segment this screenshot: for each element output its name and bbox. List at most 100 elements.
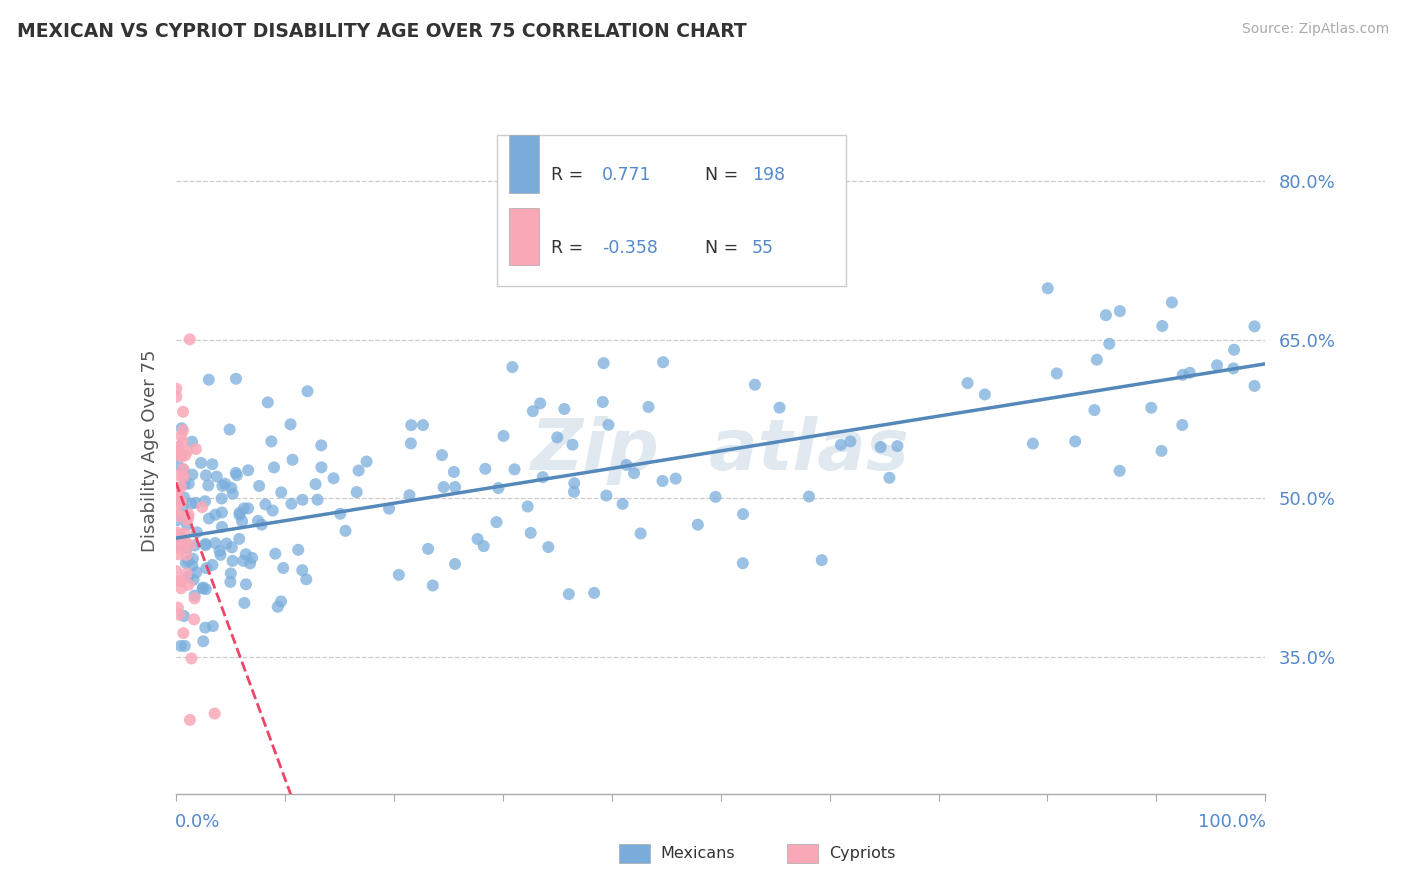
Point: [225, 372, 247, 386]
Point: [553, 401, 575, 416]
Point: [561, 438, 583, 452]
Point: [304, 477, 326, 491]
Point: [176, 444, 198, 458]
Point: [1152, 318, 1174, 333]
Point: [240, 550, 263, 565]
Point: [492, 429, 515, 443]
Point: [1150, 444, 1173, 458]
Point: [270, 594, 292, 608]
Point: [172, 539, 194, 553]
Point: [180, 651, 202, 665]
Point: [1083, 403, 1105, 417]
Point: [169, 639, 191, 653]
Point: [225, 466, 247, 480]
Point: [170, 540, 193, 554]
Text: N =: N =: [704, 239, 738, 257]
Point: [194, 621, 217, 635]
Point: [1178, 366, 1201, 380]
Point: [250, 517, 273, 532]
Point: [356, 454, 378, 468]
Point: [180, 497, 202, 511]
Point: [186, 566, 208, 580]
Point: [1108, 464, 1130, 478]
Point: [485, 515, 508, 529]
Point: [430, 448, 453, 462]
Point: [167, 535, 190, 549]
Point: [232, 554, 254, 568]
Point: [444, 557, 467, 571]
Point: [186, 525, 208, 540]
Point: [378, 501, 401, 516]
Point: [233, 596, 256, 610]
Point: [1222, 361, 1244, 376]
Point: [1206, 359, 1229, 373]
Point: [201, 558, 224, 572]
Point: [191, 500, 214, 515]
Point: [170, 450, 193, 464]
Point: [167, 547, 190, 561]
Y-axis label: Disability Age Over 75: Disability Age Over 75: [141, 349, 159, 552]
Point: [173, 609, 195, 624]
Point: [166, 541, 188, 556]
Point: [616, 458, 638, 472]
FancyBboxPatch shape: [498, 135, 846, 285]
Point: [238, 463, 260, 477]
Point: [1036, 281, 1059, 295]
Point: [562, 484, 585, 499]
Point: [347, 464, 370, 478]
Point: [166, 525, 188, 540]
Point: [193, 581, 215, 595]
Point: [167, 607, 190, 622]
Point: [433, 480, 456, 494]
Point: [195, 561, 218, 575]
Point: [165, 382, 187, 396]
Point: [1022, 436, 1045, 450]
Point: [444, 480, 467, 494]
Point: [830, 438, 852, 452]
Point: [211, 491, 233, 506]
Point: [886, 439, 908, 453]
Point: [768, 401, 790, 415]
Point: [562, 476, 585, 491]
Point: [176, 517, 198, 532]
Point: [598, 417, 620, 432]
Point: [172, 626, 194, 640]
Point: [193, 634, 215, 648]
Point: [177, 508, 200, 522]
Point: [177, 578, 200, 592]
Point: [398, 488, 420, 502]
Point: [281, 452, 304, 467]
Point: [170, 480, 193, 494]
Point: [174, 556, 197, 570]
Point: [225, 468, 247, 483]
Point: [529, 396, 551, 410]
Point: [1243, 319, 1265, 334]
Point: [165, 444, 187, 458]
Text: Zip  atlas: Zip atlas: [531, 416, 910, 485]
Text: R =: R =: [551, 239, 583, 257]
Point: [194, 494, 217, 508]
Point: [311, 460, 333, 475]
Point: [176, 513, 198, 527]
Point: [181, 558, 204, 573]
Point: [183, 573, 205, 587]
Point: [181, 434, 204, 449]
Text: -0.358: -0.358: [602, 239, 658, 257]
Point: [184, 539, 207, 553]
Point: [209, 548, 232, 562]
Point: [247, 514, 270, 528]
Point: [546, 430, 568, 444]
Point: [630, 526, 652, 541]
Point: [191, 582, 214, 596]
Point: [335, 524, 357, 538]
Point: [231, 514, 253, 528]
Point: [270, 485, 292, 500]
Point: [503, 462, 526, 476]
Point: [235, 577, 257, 591]
Point: [183, 591, 205, 606]
Point: [1098, 336, 1121, 351]
Point: [236, 501, 259, 516]
Point: [174, 534, 197, 549]
Point: [1108, 304, 1130, 318]
Point: [592, 356, 614, 370]
